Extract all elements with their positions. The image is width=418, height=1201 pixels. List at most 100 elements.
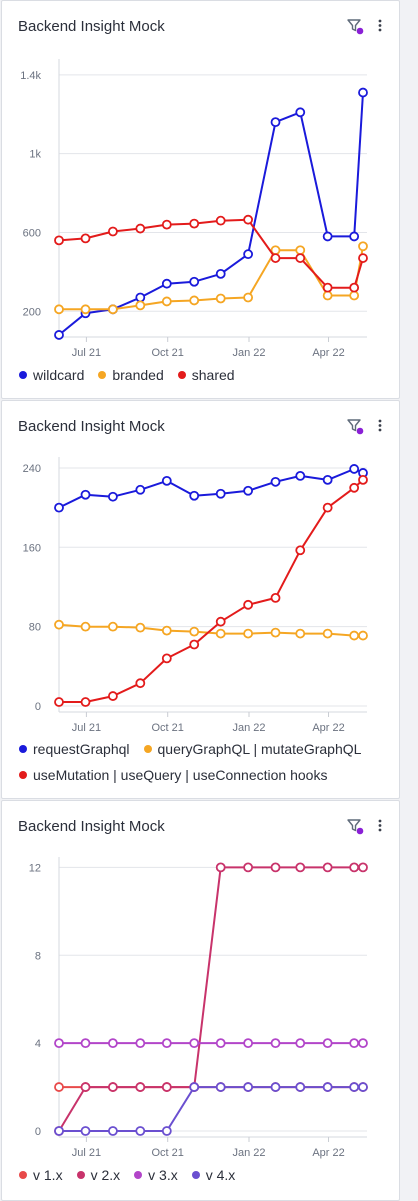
data-point[interactable] [54,1126,64,1136]
data-point[interactable] [108,1038,118,1049]
data-point[interactable] [322,290,333,301]
data-point[interactable] [243,249,254,260]
legend-item[interactable]: useMutation | useQuery | useConnection h… [19,767,327,783]
data-point[interactable] [54,1038,64,1049]
data-point[interactable] [358,1038,368,1049]
data-point[interactable] [108,691,118,701]
more-vertical-icon[interactable] [375,417,385,435]
data-point[interactable] [349,862,360,873]
data-point[interactable] [349,231,360,242]
data-point[interactable] [322,231,333,242]
data-point[interactable] [108,1126,118,1136]
data-point[interactable] [322,628,333,639]
data-point[interactable] [135,292,146,303]
data-point[interactable] [270,1038,281,1049]
more-vertical-icon[interactable] [375,817,385,835]
data-point[interactable] [215,268,226,279]
data-point[interactable] [322,502,333,513]
filter-icon[interactable] [346,417,364,435]
data-point[interactable] [215,293,226,304]
data-point[interactable] [358,630,368,641]
data-point[interactable] [349,1082,360,1092]
data-point[interactable] [295,1038,306,1049]
data-point[interactable] [161,219,172,230]
data-point[interactable] [270,476,281,487]
data-point[interactable] [295,470,306,481]
data-point[interactable] [161,653,172,664]
data-point[interactable] [135,1038,146,1049]
data-point[interactable] [135,1126,146,1136]
data-point[interactable] [270,592,281,603]
data-point[interactable] [295,545,306,556]
data-point[interactable] [243,485,254,496]
data-point[interactable] [189,1038,200,1049]
filter-icon[interactable] [346,17,364,35]
data-point[interactable] [322,282,333,293]
data-point[interactable] [358,253,368,263]
data-point[interactable] [270,117,281,128]
data-point[interactable] [295,628,306,639]
data-point[interactable] [135,300,146,311]
data-point[interactable] [80,697,91,707]
data-point[interactable] [322,862,333,873]
legend-item[interactable]: v 1.x [19,1167,63,1183]
data-point[interactable] [215,1082,226,1092]
legend-item[interactable]: v 2.x [76,1167,120,1183]
data-point[interactable] [215,215,226,226]
data-point[interactable] [80,1038,91,1049]
more-vertical-icon[interactable] [375,17,385,35]
data-point[interactable] [161,1126,172,1136]
data-point[interactable] [189,490,200,501]
data-point[interactable] [54,330,64,340]
data-point[interactable] [189,218,200,229]
data-point[interactable] [80,304,91,315]
data-point[interactable] [243,862,254,873]
data-point[interactable] [54,502,64,513]
data-point[interactable] [80,233,91,244]
data-point[interactable] [108,1082,118,1092]
data-point[interactable] [215,488,226,499]
data-point[interactable] [322,1038,333,1049]
data-point[interactable] [358,474,368,485]
data-point[interactable] [243,599,254,610]
data-point[interactable] [349,1038,360,1049]
data-point[interactable] [358,241,368,252]
data-point[interactable] [189,295,200,306]
data-point[interactable] [161,475,172,486]
data-point[interactable] [349,630,360,641]
data-point[interactable] [54,619,64,630]
data-point[interactable] [215,862,226,873]
data-point[interactable] [215,1038,226,1049]
data-point[interactable] [189,276,200,287]
data-point[interactable] [295,245,306,256]
data-point[interactable] [135,622,146,633]
legend-item[interactable]: wildcard [19,367,84,383]
data-point[interactable] [295,1082,306,1092]
data-point[interactable] [54,304,64,315]
data-point[interactable] [54,235,64,246]
data-point[interactable] [358,1082,368,1092]
data-point[interactable] [108,621,118,632]
legend-item[interactable]: requestGraphql [19,741,130,757]
data-point[interactable] [135,1082,146,1092]
data-point[interactable] [54,1082,64,1092]
data-point[interactable] [161,1082,172,1092]
legend-item[interactable]: shared [177,367,235,383]
data-point[interactable] [270,253,281,263]
data-point[interactable] [161,1038,172,1049]
data-point[interactable] [243,1082,254,1092]
data-point[interactable] [135,484,146,495]
data-point[interactable] [80,1126,91,1136]
filter-icon[interactable] [346,817,364,835]
data-point[interactable] [161,625,172,636]
data-point[interactable] [108,491,118,502]
data-point[interactable] [215,628,226,639]
legend-item[interactable]: branded [98,367,164,383]
data-point[interactable] [322,474,333,485]
data-point[interactable] [189,1082,200,1092]
data-point[interactable] [295,862,306,873]
data-point[interactable] [161,278,172,289]
data-point[interactable] [358,862,368,873]
data-point[interactable] [189,626,200,637]
data-point[interactable] [80,489,91,500]
